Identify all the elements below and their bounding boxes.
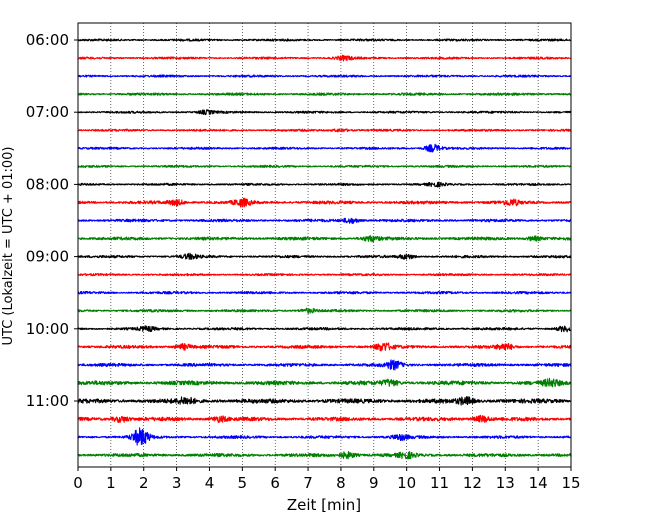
trace-0930 [77,290,572,295]
trace-0745 [77,164,572,168]
trace-0600 [77,38,572,42]
x-tick-label: 6 [270,474,280,492]
trace-0845 [77,234,572,243]
trace-0715 [77,128,572,133]
trace-0800 [77,181,572,188]
x-tick-label: 0 [73,474,83,492]
x-tick-label: 11 [430,474,449,492]
y-axis-label: UTC (Lokalzeit = UTC + 01:00) [1,147,16,346]
trace-1115 [77,414,572,423]
trace-1100 [77,396,572,406]
trace-group [77,38,572,460]
trace-0630 [77,74,572,78]
trace-0915 [77,272,572,277]
x-tick-label: 5 [238,474,248,492]
trace-0945 [77,307,572,314]
x-tick-label: 13 [496,474,515,492]
y-tick-label: 06:00 [26,31,69,49]
plot-frame [77,22,572,468]
trace-0730 [77,143,572,153]
x-tick-label: 7 [303,474,313,492]
trace-0900 [77,252,572,260]
x-tick-label: 9 [369,474,379,492]
vertical-grid [110,23,539,467]
y-tick-label: 10:00 [26,320,69,338]
y-tick-label: 08:00 [26,175,69,193]
x-tick-label: 2 [139,474,149,492]
trace-0645 [77,92,572,96]
trace-0615 [77,54,572,62]
y-tick-label: 07:00 [26,103,69,121]
trace-1145 [77,451,572,460]
x-tick-label: 12 [463,474,482,492]
x-axis-ticks: 0 1 2 3 4 5 6 7 8 9 10 11 12 13 14 15 [73,467,581,492]
y-tick-label: 11:00 [26,392,69,410]
trace-0815 [77,197,572,208]
trace-0700 [77,109,572,116]
x-tick-label: 4 [205,474,215,492]
x-tick-label: 8 [336,474,346,492]
y-tick-label: 09:00 [26,248,69,266]
x-tick-label: 3 [172,474,182,492]
trace-1030 [77,359,572,371]
trace-1130 [77,427,572,446]
x-tick-label: 10 [397,474,416,492]
x-tick-label: 1 [106,474,116,492]
y-axis-ticks: 06:00 07:00 08:00 09:00 10:00 11:00 [26,31,78,410]
trace-1000 [77,325,572,333]
trace-1015 [77,342,572,352]
x-axis-label: Zeit [min] [287,496,361,514]
x-tick-label: 14 [529,474,548,492]
trace-1045 [77,377,572,388]
x-tick-label: 15 [561,474,580,492]
trace-0830 [77,217,572,224]
